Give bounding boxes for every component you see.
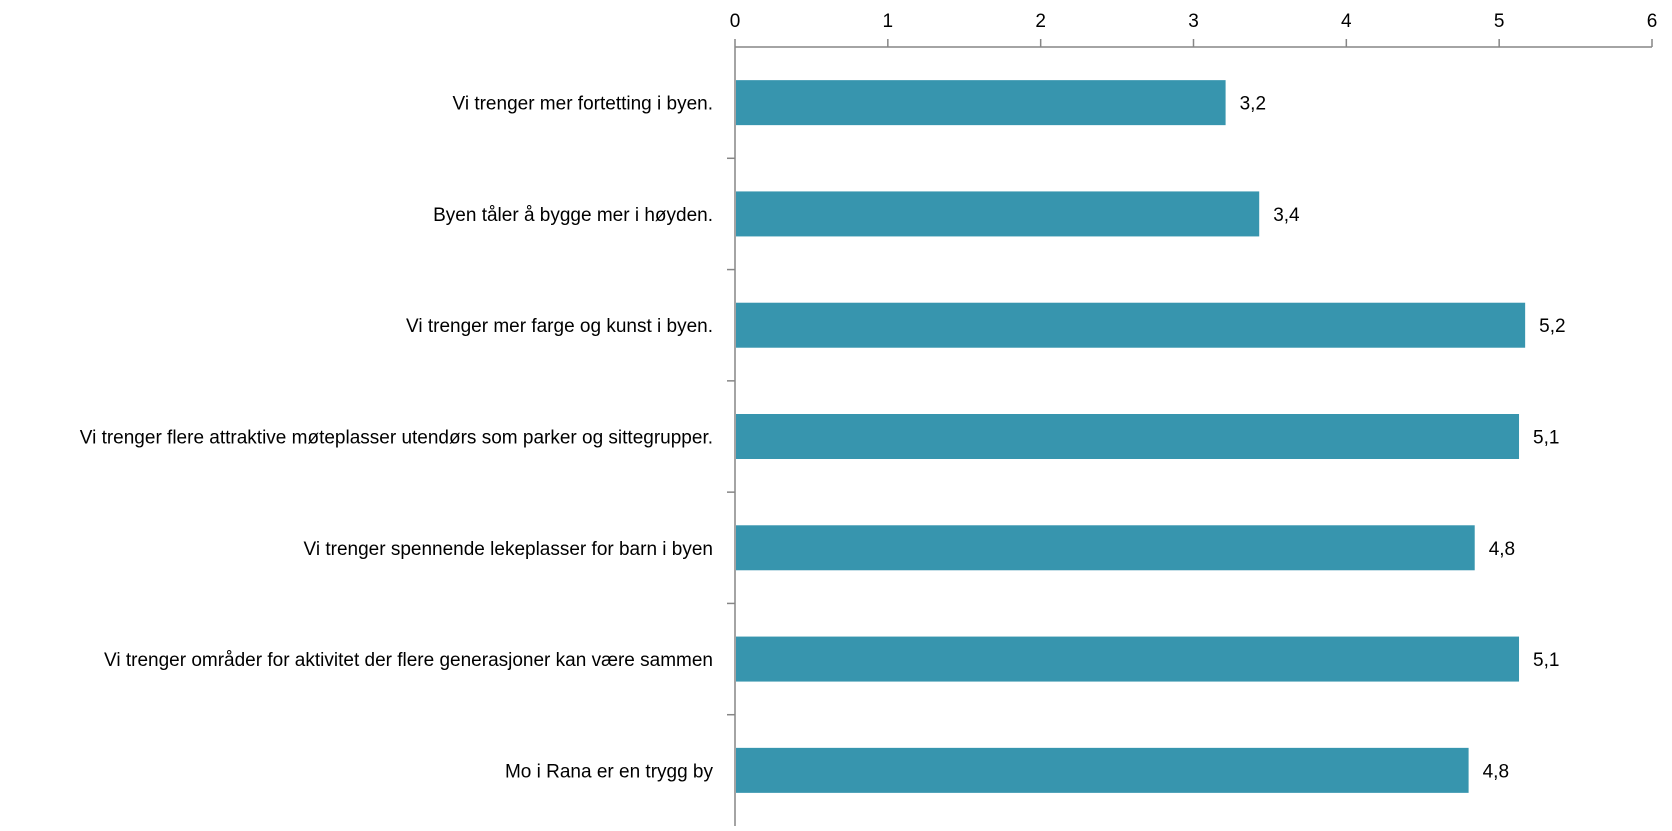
category-label: Vi trenger spennende lekeplasser for bar… [304,539,713,560]
data-label: 3,4 [1273,205,1300,226]
category-label: Vi trenger flere attraktive møteplasser … [80,428,713,449]
x-tick-label: 6 [1647,11,1658,32]
data-label: 5,1 [1533,428,1559,449]
bar [736,302,1526,348]
bar [736,414,1520,459]
data-label: 4,8 [1489,539,1515,560]
x-tick-label: 0 [730,11,741,32]
x-tick-label: 5 [1494,11,1505,32]
category-label: Vi trenger områder for aktivitet der fle… [104,650,713,671]
x-tick-label: 4 [1341,11,1352,32]
bar [736,80,1226,126]
data-labels: 3,2 3,4 5,2 5,1 4,8 5,1 4,8 [1240,94,1566,783]
category-labels: Vi trenger mer fortetting i byen. Byen tå… [80,94,714,783]
x-tick-label: 3 [1188,11,1199,32]
x-tick-label: 2 [1035,11,1046,32]
bar [736,191,1260,237]
bar [736,636,1520,682]
data-label: 5,1 [1533,650,1559,671]
data-label: 4,8 [1483,761,1509,782]
category-label: Byen tåler å bygge mer i høyden. [433,205,713,226]
bars [736,80,1526,793]
bar [736,747,1469,793]
bar [736,525,1475,571]
category-label: Mo i Rana er en trygg by [505,761,714,782]
y-axis [727,47,736,826]
x-axis: 0 1 2 3 4 5 6 [730,11,1658,48]
data-label: 3,2 [1240,94,1266,115]
x-tick-label: 1 [883,11,894,32]
data-label: 5,2 [1539,316,1565,337]
category-label: Vi trenger mer fortetting i byen. [453,94,714,115]
category-label: Vi trenger mer farge og kunst i byen. [406,316,713,337]
